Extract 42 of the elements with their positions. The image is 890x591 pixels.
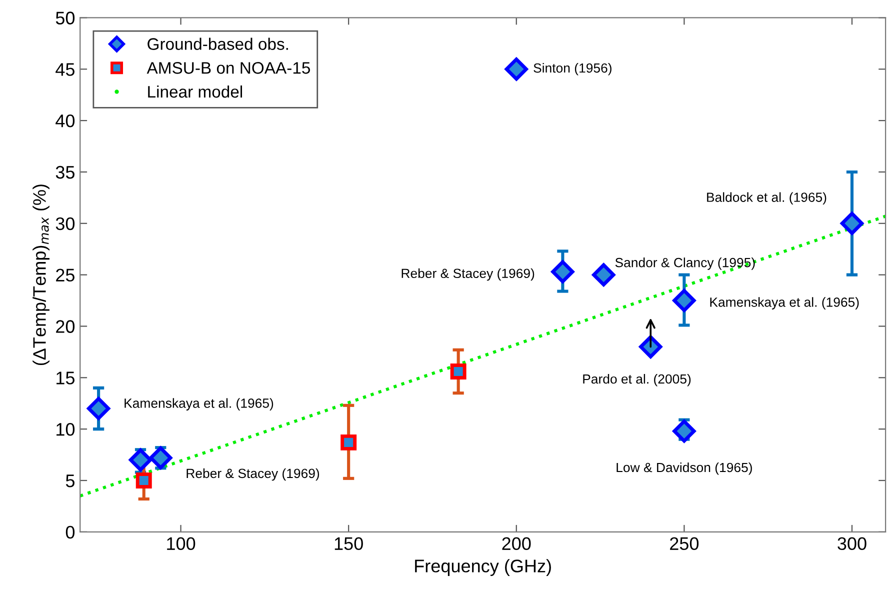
- annotation: Baldock et al. (1965): [707, 192, 826, 205]
- annotation: Kamenskaya et al. (1965): [710, 297, 859, 310]
- point: [136, 472, 152, 488]
- y-tick-label: 25: [56, 268, 74, 282]
- x-axis-title: Frequency (GHz): [415, 559, 551, 576]
- annotation: Pardo et al. (2005): [583, 374, 691, 386]
- y-tick-label: 0: [66, 526, 75, 539]
- annotation: Reber & Stacey (1969): [402, 268, 534, 281]
- point: [840, 212, 864, 235]
- y-tick-label: 30: [56, 217, 75, 230]
- point: [504, 58, 528, 81]
- y-tick-label: 45: [56, 63, 74, 76]
- point: [87, 396, 110, 420]
- point: [639, 335, 662, 358]
- y-tick-label: 40: [56, 114, 75, 128]
- annotation: Low & Davidson (1965): [616, 462, 752, 475]
- y-tick-label: 35: [56, 166, 74, 179]
- point: [551, 260, 574, 284]
- y-tick-label: 50: [56, 12, 75, 24]
- y-tick-label: 15: [56, 372, 74, 384]
- y-tick-label: 5: [66, 474, 74, 488]
- y-axis-title: (ΔTemp/Temp)$_{max}$ (%): [32, 184, 50, 366]
- annotation: Kamenskaya et al. (1965): [124, 398, 274, 410]
- x-tick-label: 100: [167, 537, 196, 550]
- point: [672, 288, 696, 312]
- annotation: Reber & Stacey (1969): [186, 468, 320, 481]
- point: [450, 363, 466, 380]
- x-tick-label: 200: [502, 537, 531, 550]
- point: [672, 420, 696, 443]
- legend-label: Linear model: [148, 85, 242, 98]
- x-tick-label: 150: [334, 537, 363, 550]
- y-tick-label: 10: [56, 423, 75, 436]
- annotation: Sinton (1956): [534, 62, 612, 76]
- x-tick-label: 250: [670, 537, 699, 550]
- y-tick-label: 20: [56, 320, 75, 333]
- point: [340, 434, 357, 450]
- legend-label: AMSU-B on NOAA-15: [146, 62, 310, 74]
- x-tick-label: 300: [838, 537, 866, 550]
- point: [128, 448, 152, 472]
- legend-label: Ground-based obs.: [148, 38, 288, 50]
- point: [149, 446, 172, 470]
- point: [592, 263, 616, 286]
